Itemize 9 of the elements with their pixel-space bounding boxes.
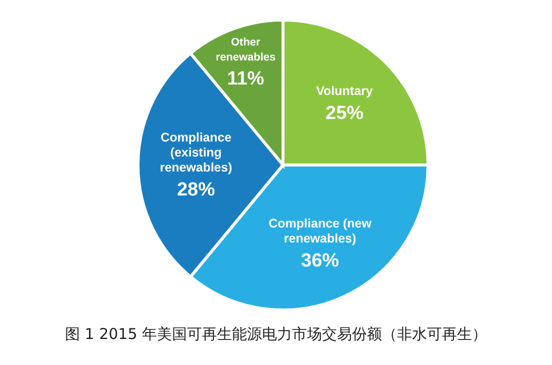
slice-label: Compliance (new renewables) <box>268 216 372 246</box>
slice-label: Compliance (existing renewables) <box>160 130 232 174</box>
data-label: 28% <box>176 180 216 200</box>
slice-label: Other renewables <box>216 36 276 64</box>
data-label: 11% <box>227 68 264 90</box>
data-label: 36% <box>301 250 340 272</box>
data-label: 25% <box>326 102 364 124</box>
slice-label: Voluntary <box>316 84 373 98</box>
text: 图 1 2015 年美国可再生能源电力市场交易份额（非水可再生） <box>64 325 488 344</box>
